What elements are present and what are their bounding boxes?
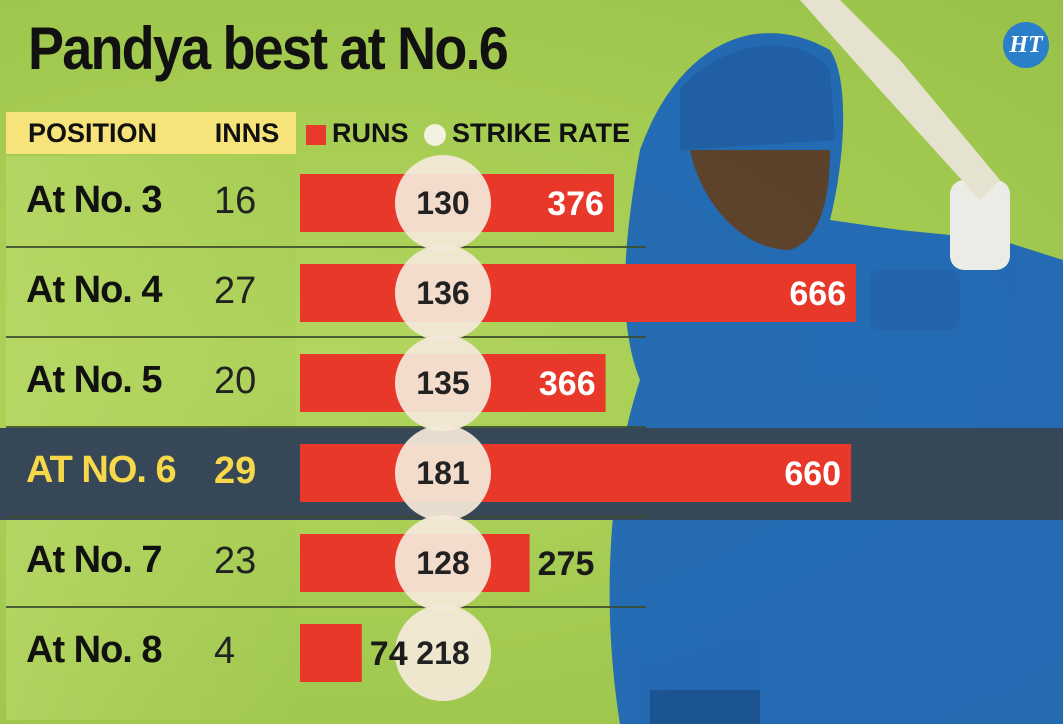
innings-value: 20	[214, 360, 257, 402]
header-inns: INNS	[198, 112, 296, 154]
strike-rate-circle	[395, 335, 491, 431]
row-divider	[6, 606, 646, 608]
strike-rate-circle	[395, 245, 491, 341]
runs-label: 376	[547, 185, 604, 223]
strike-rate-label: 128	[416, 545, 469, 581]
legend-strike-rate: STRIKE RATE	[424, 112, 630, 154]
runs-bar	[300, 624, 362, 682]
position-label: At No. 5	[26, 359, 163, 401]
runs-label: 275	[538, 545, 595, 583]
legend-strike-rate-label: STRIKE RATE	[452, 118, 631, 148]
row-divider	[6, 516, 646, 518]
position-label: At No. 4	[26, 269, 163, 311]
strike-rate-label: 130	[416, 185, 469, 221]
row-divider	[6, 336, 646, 338]
row-divider	[6, 426, 646, 428]
strike-rate-label: 135	[416, 365, 469, 401]
strike-rate-label: 181	[416, 455, 469, 491]
runs-label: 666	[789, 275, 846, 313]
legend-runs-label: RUNS	[332, 118, 409, 148]
position-label: At No. 8	[26, 629, 163, 671]
runs-bar	[300, 264, 857, 322]
innings-value: 4	[214, 630, 236, 672]
innings-value: 16	[214, 180, 257, 222]
runs-label: 74	[370, 635, 408, 673]
position-label: At No. 7	[26, 539, 163, 581]
strike-rate-circle	[395, 425, 491, 521]
innings-value: 29	[214, 450, 257, 492]
strike-rate-circle	[395, 515, 491, 611]
strike-rate-label: 218	[416, 635, 469, 671]
strike-rate-legend-swatch	[424, 123, 446, 146]
position-label: AT NO. 6	[26, 449, 177, 491]
runs-bar	[300, 444, 852, 502]
header-position: POSITION	[6, 112, 198, 154]
legend-runs: RUNS	[306, 112, 409, 154]
runs-legend-swatch	[306, 124, 326, 145]
strike-rate-circle	[395, 155, 491, 251]
chart-title: Pandya best at No.6	[28, 15, 509, 82]
runs-label: 366	[539, 365, 596, 403]
innings-value: 27	[214, 270, 257, 312]
strike-rate-circle	[395, 605, 491, 701]
position-label: At No. 3	[26, 179, 163, 221]
row-divider	[6, 246, 646, 248]
ht-logo: HT	[1003, 22, 1049, 68]
strike-rate-label: 136	[416, 275, 469, 311]
innings-value: 23	[214, 540, 257, 582]
runs-label: 660	[784, 455, 841, 493]
